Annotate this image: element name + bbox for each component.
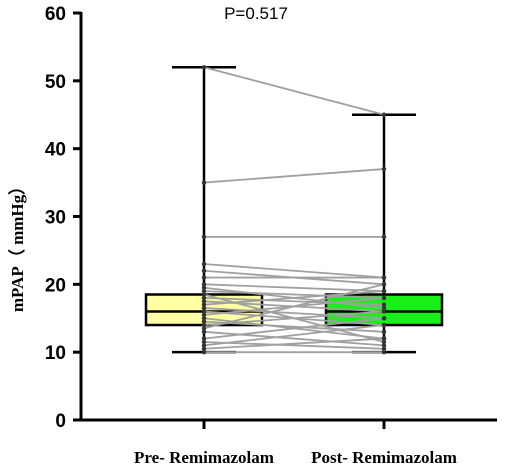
paired-line	[203, 66, 385, 116]
y-tick-label: 30	[45, 208, 66, 229]
y-tick-label: 20	[45, 275, 66, 296]
data-point-pre	[201, 316, 207, 321]
paired-line	[203, 330, 385, 347]
data-point-post	[381, 234, 387, 240]
paired-line	[203, 263, 385, 279]
data-point-pre	[201, 305, 207, 311]
data-point-post	[381, 316, 387, 321]
paired-line	[203, 324, 385, 347]
data-point-post	[381, 349, 387, 355]
data-point-post	[381, 288, 387, 294]
data-point-post	[381, 302, 387, 307]
data-point-post	[381, 275, 387, 280]
data-point-post	[381, 166, 387, 172]
data-point-pre	[201, 65, 207, 70]
paired-line	[203, 297, 385, 306]
data-point-pre	[201, 292, 207, 297]
axes-group	[79, 12, 497, 422]
paired-line	[203, 168, 385, 184]
data-point-pre	[201, 343, 207, 348]
data-point-post	[381, 329, 387, 335]
p-value-annotation: P=0.517	[224, 4, 288, 23]
paired-line	[203, 290, 385, 299]
y-tick-label: 60	[45, 4, 66, 25]
data-point-pre	[201, 326, 207, 331]
y-tick-label: 0	[55, 411, 66, 432]
paired-line	[203, 341, 385, 350]
data-point-pre	[201, 295, 207, 301]
paired-line	[203, 283, 385, 330]
data-point-pre	[201, 319, 207, 324]
data-point-post	[381, 305, 387, 311]
data-point-post	[381, 295, 387, 301]
data-point-pre	[201, 299, 207, 304]
y-axis-label: mPAP（ mmHg）	[7, 178, 27, 312]
y-tick-label: 40	[45, 140, 66, 161]
paired-line	[203, 337, 385, 350]
paired-line	[203, 286, 385, 309]
data-point-pre	[201, 261, 207, 267]
paired-lines-group	[201, 65, 387, 355]
paired-line	[203, 317, 385, 340]
data-point-pre	[201, 275, 207, 280]
data-point-pre	[201, 312, 207, 318]
data-point-pre	[201, 322, 207, 328]
data-point-pre	[201, 302, 207, 307]
x-ticks-group: Pre- Remimazolam Post- Remimazolam	[134, 420, 457, 467]
y-ticks-group: 0 10 20 30 40 50 60	[45, 4, 81, 432]
data-point-post	[381, 322, 387, 328]
data-point-post	[381, 339, 387, 345]
data-point-pre	[201, 288, 207, 294]
data-point-post	[381, 112, 387, 117]
data-point-pre	[201, 180, 207, 185]
data-point-pre	[201, 309, 207, 314]
data-point-post	[381, 343, 387, 348]
data-point-pre	[201, 346, 207, 351]
x-tick-label: Post- Remimazolam	[311, 448, 457, 467]
data-point-pre	[201, 329, 207, 335]
boxes-group	[144, 66, 444, 354]
data-point-pre	[201, 349, 207, 355]
data-point-post	[381, 336, 387, 341]
y-tick-label: 50	[45, 72, 66, 93]
data-point-post	[381, 346, 387, 351]
x-tick-label: Pre- Remimazolam	[134, 448, 274, 467]
data-point-pre	[201, 336, 207, 341]
data-point-pre	[201, 282, 207, 287]
data-point-pre	[201, 285, 207, 290]
data-point-pre	[201, 339, 207, 345]
y-tick-label: 10	[45, 343, 66, 364]
data-point-pre	[201, 268, 207, 273]
data-point-post	[381, 309, 387, 314]
data-point-pre	[201, 234, 207, 240]
data-point-post	[381, 282, 387, 287]
paired-line	[203, 293, 385, 343]
paired-line	[203, 307, 385, 320]
paired-line	[203, 283, 385, 293]
